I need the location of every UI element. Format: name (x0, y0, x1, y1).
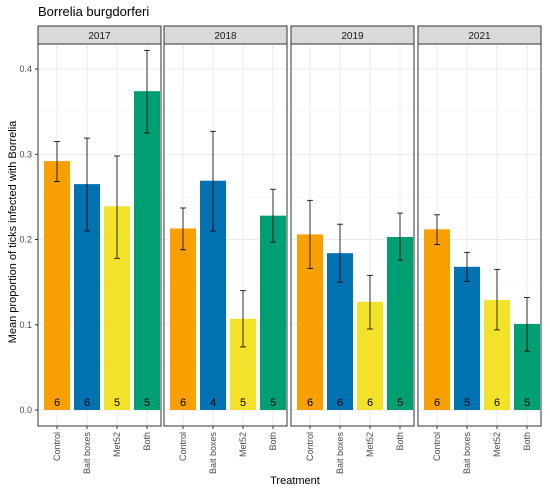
error-bar (337, 223, 343, 283)
sample-size-label: 5 (270, 397, 276, 409)
sample-size-label: 6 (367, 397, 373, 409)
x-tick-label: Control (305, 432, 315, 461)
x-tick-label: Met52 (365, 432, 375, 457)
facet-strip-label: 2021 (468, 31, 491, 42)
facet-strip-label: 2019 (341, 31, 364, 42)
sample-size-label: 5 (240, 397, 246, 409)
y-tick-label: 0.4 (19, 64, 32, 74)
error-bar (84, 137, 90, 232)
x-tick-label: Both (142, 432, 152, 451)
bar-2021-control (424, 229, 450, 410)
sample-size-label: 6 (54, 397, 60, 409)
x-tick-label: Bait boxes (208, 432, 218, 475)
facet-strip-label: 2017 (88, 31, 111, 42)
panel-border (37, 43, 162, 427)
sample-size-label: 6 (337, 397, 343, 409)
x-tick-label: Bait boxes (82, 432, 92, 475)
y-tick-label: 0.2 (19, 235, 32, 245)
sample-size-label: 5 (114, 397, 120, 409)
error-bar (54, 141, 60, 182)
error-bar (240, 290, 246, 348)
sample-size-label: 6 (180, 397, 186, 409)
x-tick-label: Control (178, 432, 188, 461)
bar-2017-control (44, 161, 70, 410)
sample-size-label: 5 (397, 397, 403, 409)
x-tick-label: Control (432, 432, 442, 461)
sample-size-label: 5 (524, 397, 530, 409)
x-tick-label: Met52 (112, 432, 122, 457)
facet-panel-2021: 2021 6 Control 5 Bait boxes 6 Met52 5 Both (417, 25, 542, 475)
x-axis-title: Treatment (270, 475, 320, 487)
y-tick-label: 0.3 (19, 149, 32, 159)
x-tick-label: Both (268, 432, 278, 451)
sample-size-label: 5 (144, 397, 150, 409)
error-bar (180, 207, 186, 251)
bar-2017-both (134, 91, 160, 410)
sample-size-label: 6 (494, 397, 500, 409)
chart-title: Borrelia burgdorferi (38, 4, 149, 19)
error-bar (367, 274, 373, 330)
facet-strip-label: 2018 (214, 31, 237, 42)
sample-size-label: 6 (84, 397, 90, 409)
sample-size-label: 5 (464, 397, 470, 409)
y-tick-label: 0.0 (19, 405, 32, 415)
bar-2018-control (170, 228, 196, 410)
y-axis-title: Mean proportion of ticks infected with B… (7, 120, 19, 343)
error-bar (524, 297, 530, 352)
error-bar (114, 155, 120, 259)
bar-2019-both (387, 236, 413, 410)
facet-panel-2017: 2017 6 Control 6 Bait boxes 5 Met52 5 Both (37, 25, 162, 475)
error-bar (144, 49, 150, 134)
error-bar (494, 268, 500, 331)
y-tick-label: 0.1 (19, 320, 32, 330)
error-bar (210, 130, 216, 232)
x-tick-label: Bait boxes (462, 432, 472, 475)
x-tick-label: Met52 (238, 432, 248, 457)
error-bar (434, 214, 440, 246)
error-bar (307, 199, 313, 269)
bar-2018-both (260, 215, 286, 410)
facet-panels: 2017 6 Control 6 Bait boxes 5 Met52 5 Both 2018 6 C… (37, 25, 542, 475)
bar-2021-bait-boxes (454, 266, 480, 410)
facet-panel-2019: 2019 6 Control 6 Bait boxes 6 Met52 5 Both (290, 25, 415, 475)
panel-border (417, 43, 542, 427)
facet-panel-2018: 2018 6 Control 4 Bait boxes 5 Met52 5 Both (163, 25, 288, 475)
x-tick-label: Both (395, 432, 405, 451)
error-bar (397, 212, 403, 261)
y-axis: 0.0 0.1 0.2 0.3 0.4 (19, 64, 38, 415)
error-bar (464, 251, 470, 282)
sample-size-label: 4 (210, 397, 216, 409)
x-tick-label: Met52 (492, 432, 502, 457)
panel-border (163, 43, 288, 427)
x-tick-label: Control (52, 432, 62, 461)
error-bar (270, 188, 276, 243)
sample-size-label: 6 (307, 397, 313, 409)
x-tick-label: Bait boxes (335, 432, 345, 475)
sample-size-label: 6 (434, 397, 440, 409)
x-tick-label: Both (522, 432, 532, 451)
panel-border (290, 43, 415, 427)
